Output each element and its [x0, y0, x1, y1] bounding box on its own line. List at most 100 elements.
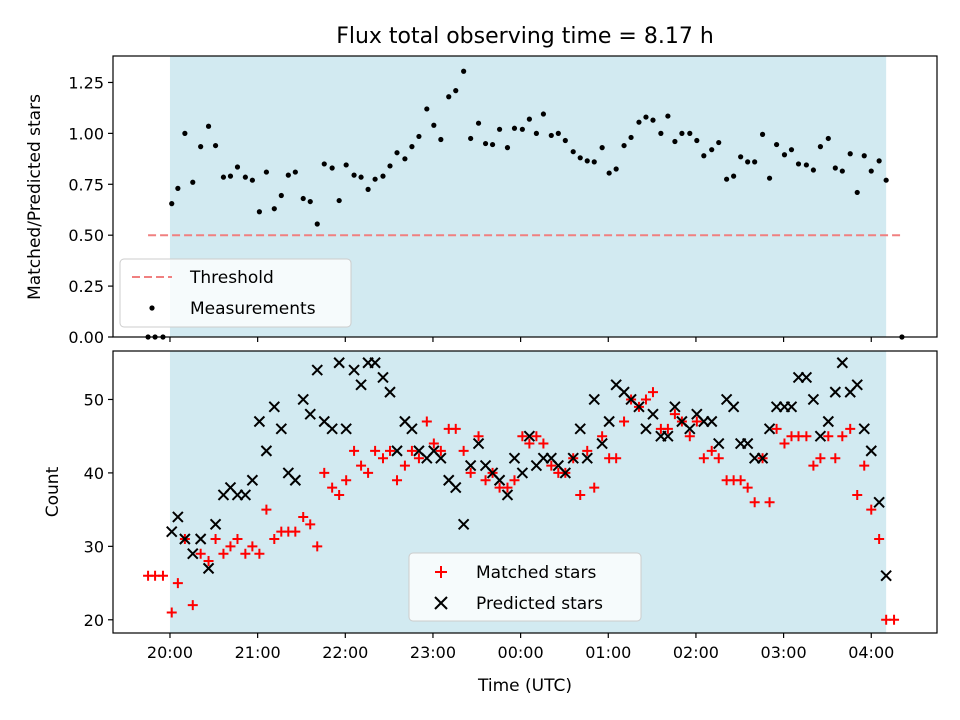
predicted-star-point: [669, 401, 681, 413]
predicted-star-point: [289, 474, 302, 486]
matched-star-point: [480, 475, 491, 486]
predicted-star-point: [800, 371, 813, 384]
matched-star-point: [458, 445, 469, 456]
measurement-point: [650, 117, 656, 123]
measurement-point: [365, 186, 371, 192]
measurement-point: [263, 169, 270, 175]
predicted-star-point: [829, 386, 842, 398]
measurement-point: [716, 139, 722, 146]
matched-star-point: [538, 438, 549, 449]
measurement-point: [540, 111, 547, 117]
legend-measurement-label: Measurements: [190, 299, 316, 319]
measurement-point: [621, 142, 627, 149]
measurement-point: [636, 119, 642, 125]
matched-star-point: [225, 541, 236, 552]
measurement-point: [731, 173, 737, 179]
measurement-point: [773, 141, 780, 148]
predicted-star-point: [311, 364, 323, 376]
measurement-point: [220, 174, 227, 180]
predicted-star-point: [706, 415, 718, 428]
predicted-star-point: [348, 364, 360, 376]
measurement-point: [854, 189, 860, 196]
predicted-star-point: [684, 423, 696, 435]
predicted-star-point: [756, 452, 769, 464]
measurement-point: [489, 141, 496, 148]
legend-box: [408, 552, 642, 622]
matched-star-point: [450, 423, 461, 434]
predicted-star-point: [588, 393, 600, 406]
matched-star-point: [611, 453, 622, 464]
matched-star-point: [815, 453, 826, 464]
predicted-star-points: [166, 357, 892, 582]
measurement-point: [278, 192, 284, 199]
measurement-point: [868, 168, 874, 174]
matched-star-point: [524, 438, 535, 449]
predicted-star-point: [194, 533, 207, 545]
matched-star-point: [399, 460, 410, 471]
predicted-star-point: [763, 423, 776, 435]
matched-star-point: [764, 497, 775, 508]
measurement-point: [212, 142, 219, 149]
measurement-point: [519, 126, 525, 132]
measurement-point: [570, 149, 576, 155]
measurement-point: [724, 176, 730, 182]
predicted-star-point: [516, 467, 529, 479]
predicted-star-point: [785, 401, 798, 413]
measurement-point: [613, 166, 619, 172]
matched-star-point: [669, 409, 680, 420]
x-tick-label: 21:00: [235, 643, 281, 662]
predicted-star-point: [253, 415, 266, 428]
y-tick-label: 0.75: [68, 175, 104, 194]
measurement-point: [504, 145, 511, 151]
predicted-star-point: [472, 437, 485, 450]
measurement-point: [839, 168, 845, 174]
predicted-star-point: [640, 423, 652, 435]
measurement-point: [591, 159, 597, 165]
measurement-point: [883, 177, 889, 183]
measurement-point: [825, 135, 831, 142]
measurement-point: [526, 116, 532, 122]
y-axis-label: Matched/Predicted stars: [25, 94, 45, 300]
matched-star-point: [517, 431, 528, 442]
x-tick-label: 02:00: [673, 643, 719, 662]
predicted-star-point: [822, 415, 835, 428]
measurement-point: [409, 144, 415, 150]
measurement-point: [511, 125, 518, 131]
matched-star-point: [852, 489, 863, 500]
legend: Matched stars Predicted stars: [408, 552, 642, 622]
predicted-star-point: [814, 430, 827, 442]
measurement-point: [876, 158, 882, 164]
measurement-point: [738, 154, 744, 160]
predicted-star-point: [603, 415, 615, 428]
measurement-point: [358, 174, 364, 180]
measurement-point: [665, 113, 671, 119]
measurement-point: [803, 162, 809, 168]
legend-measurement-swatch: [149, 305, 155, 311]
predicted-star-point: [493, 474, 506, 486]
legend: Threshold Measurements: [119, 258, 352, 328]
matched-star-point: [509, 475, 520, 486]
matched-star-point: [706, 445, 717, 456]
matched-star-point: [808, 460, 819, 471]
predicted-star-point: [851, 379, 863, 391]
matched-star-point: [172, 578, 183, 589]
x-axis-ticks: [169, 337, 872, 342]
predicted-star-point: [836, 357, 849, 369]
matched-star-point: [385, 445, 396, 456]
measurement-point: [672, 138, 678, 145]
matched-star-point: [889, 614, 900, 625]
legend-box: [119, 258, 352, 328]
measurement-point: [795, 161, 802, 167]
predicted-star-point: [239, 489, 252, 501]
matched-star-point: [232, 534, 243, 544]
measurement-point: [292, 169, 298, 175]
measurement-point: [453, 88, 459, 94]
axes-frame: [112, 55, 938, 338]
x-axis-ticks: 20:00 21:00 22:00 23:00 00:00 01:00 02:00 03:00…: [147, 633, 894, 662]
predicted-star-point: [304, 408, 316, 420]
measurement-point: [227, 173, 234, 179]
measurement-point: [321, 161, 327, 167]
matched-star-point: [619, 416, 630, 427]
legend-matched-label: Matched stars: [476, 563, 596, 583]
measurement-point: [416, 133, 422, 140]
